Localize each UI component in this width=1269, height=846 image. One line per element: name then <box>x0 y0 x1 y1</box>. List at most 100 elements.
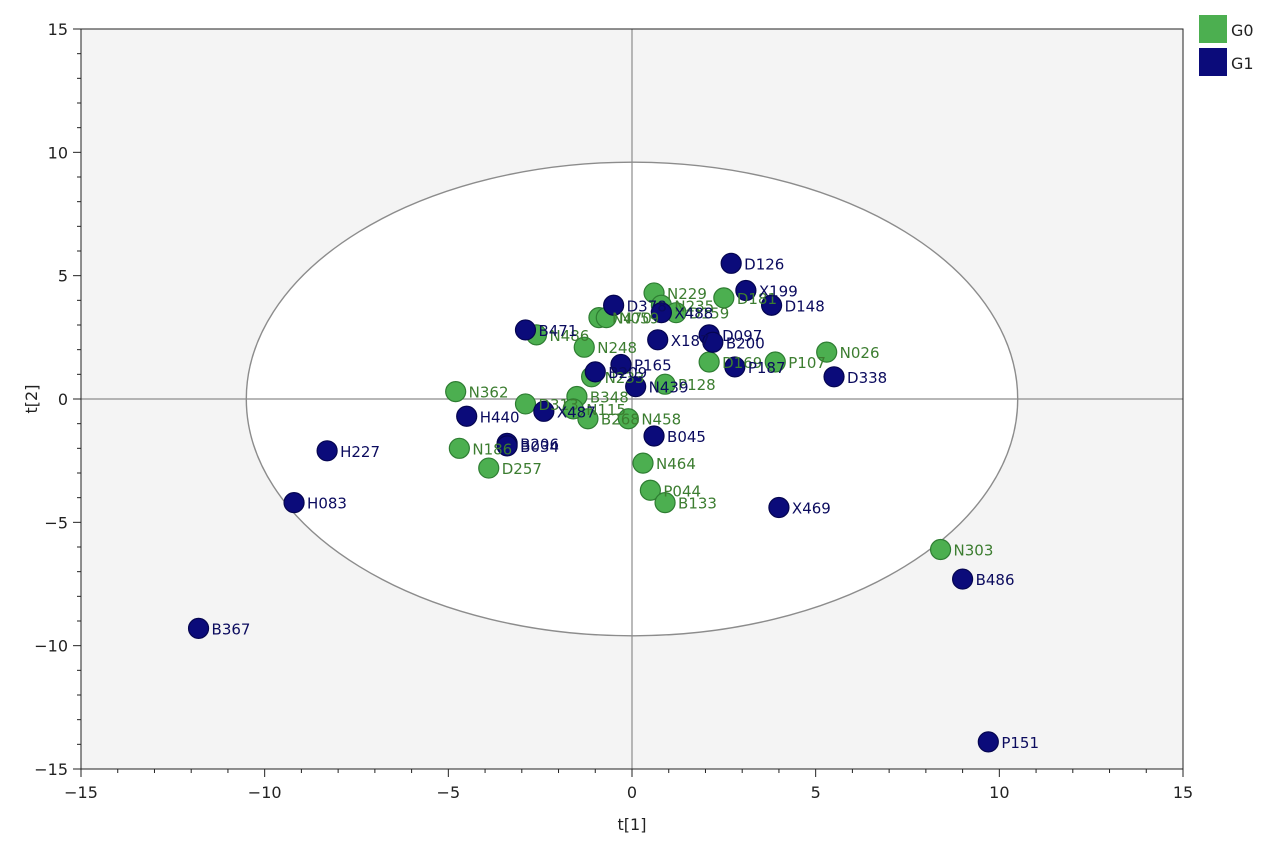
data-label-n235: N235 <box>674 297 714 315</box>
data-label-h227: H227 <box>340 443 380 461</box>
data-label-n248: N248 <box>597 339 637 357</box>
data-point-p165 <box>610 353 632 376</box>
data-label-d159: D159 <box>689 305 729 323</box>
data-label-d378: D378 <box>627 297 667 315</box>
data-label-x488: X488 <box>674 305 713 323</box>
data-label-p165: P165 <box>634 356 672 374</box>
x-tick-label: 15 <box>1173 783 1193 802</box>
data-label-b045: B045 <box>667 428 706 446</box>
data-label-b209: B209 <box>608 364 647 382</box>
data-label-p187: P187 <box>748 359 786 377</box>
data-label-n439: N439 <box>649 379 689 397</box>
data-label-b471: B471 <box>538 322 577 340</box>
x-tick-label: −10 <box>248 783 282 802</box>
data-label-b206: B206 <box>520 435 559 453</box>
data-label-d313: D313 <box>538 396 578 414</box>
data-point-n186 <box>448 437 470 459</box>
data-label-n362: N362 <box>469 384 509 402</box>
data-point-d126 <box>720 252 742 274</box>
data-point-n439 <box>625 376 647 398</box>
legend-swatch-g1 <box>1199 48 1227 76</box>
data-label-n186: N186 <box>472 440 512 458</box>
data-point-p044 <box>639 479 661 501</box>
data-label-n486: N486 <box>549 327 589 345</box>
data-label-d257: D257 <box>502 460 542 478</box>
data-label-x487: X487 <box>557 403 596 421</box>
data-label-n059: N059 <box>619 310 659 328</box>
data-points <box>187 252 999 753</box>
data-label-x469: X469 <box>792 500 831 518</box>
data-label-b367: B367 <box>212 620 251 638</box>
data-label-b200: B200 <box>726 334 765 352</box>
data-point-b200 <box>702 331 724 353</box>
data-label-b268: B268 <box>601 411 640 429</box>
data-point-b367 <box>187 617 210 640</box>
data-point-p187 <box>724 356 746 378</box>
data-point-n458 <box>617 408 639 430</box>
data-label-p151: P151 <box>1001 734 1039 752</box>
data-point-b486 <box>951 568 974 590</box>
data-label-n229: N229 <box>667 285 707 303</box>
data-point-n115 <box>562 398 584 420</box>
data-point-d378 <box>603 294 625 316</box>
data-label-p107: P107 <box>788 354 826 372</box>
data-point-d169 <box>698 351 720 373</box>
data-label-d126: D126 <box>744 255 784 273</box>
x-tick-label: 5 <box>811 783 821 802</box>
x-tick-label: 0 <box>627 783 637 802</box>
data-point-b209 <box>584 361 606 383</box>
data-point-b471 <box>514 319 537 341</box>
data-point-d148 <box>760 294 783 316</box>
data-point-b133 <box>654 492 676 514</box>
legend-label-g1: G1 <box>1231 54 1254 73</box>
x-axis-title: t[1] <box>618 815 647 834</box>
data-label-h440: H440 <box>480 408 520 426</box>
data-point-p107 <box>764 351 786 373</box>
data-label-b486: B486 <box>976 571 1015 589</box>
data-point-h083 <box>283 492 305 514</box>
data-point-n026 <box>816 341 838 363</box>
y-tick-label: −5 <box>44 513 68 532</box>
legend-label-g0: G0 <box>1231 21 1254 40</box>
y-tick-label: 10 <box>48 143 68 162</box>
data-label-d169: D169 <box>722 354 762 372</box>
data-point-b268 <box>577 408 599 430</box>
data-label-d338: D338 <box>847 369 887 387</box>
data-label-x199: X199 <box>759 282 798 300</box>
data-label-p128: P128 <box>678 376 716 394</box>
data-point-n464 <box>632 452 654 474</box>
data-point-d313 <box>514 393 537 415</box>
data-label-n470: N470 <box>612 310 652 328</box>
y-tick-label: 5 <box>58 267 68 286</box>
data-label-d181: D181 <box>737 290 777 308</box>
data-point-x199 <box>735 279 757 302</box>
data-point-n248 <box>573 336 595 358</box>
legend-swatch-g0 <box>1199 15 1227 43</box>
data-point-p151 <box>977 731 999 753</box>
data-label-n458: N458 <box>641 411 681 429</box>
data-label-x187: X187 <box>671 332 710 350</box>
data-label-n464: N464 <box>656 455 696 473</box>
data-point-d338 <box>823 366 845 388</box>
y-tick-label: 15 <box>48 20 68 39</box>
data-label-n115: N115 <box>586 401 626 419</box>
data-label-b133: B133 <box>678 495 717 513</box>
x-tick-label: −5 <box>437 783 461 802</box>
x-tick-label: −15 <box>64 783 98 802</box>
y-axis-title: t[2] <box>22 385 41 414</box>
data-point-n362 <box>445 381 467 403</box>
data-label-n026: N026 <box>840 344 880 362</box>
data-point-x187 <box>647 329 669 351</box>
data-label-b034: B034 <box>520 438 559 456</box>
axis-ticks: −15 −10 −5 0 5 10 15 −15 −10 −5 0 5 10 15 <box>34 20 1193 802</box>
y-tick-label: 0 <box>58 390 68 409</box>
data-point-h440 <box>456 405 478 427</box>
data-point-x488 <box>650 302 672 324</box>
data-label-d148: D148 <box>785 297 825 315</box>
data-point-x469 <box>768 496 790 519</box>
data-label-n303: N303 <box>954 541 994 559</box>
y-tick-label: −15 <box>34 760 68 779</box>
data-point-b034 <box>496 435 518 457</box>
